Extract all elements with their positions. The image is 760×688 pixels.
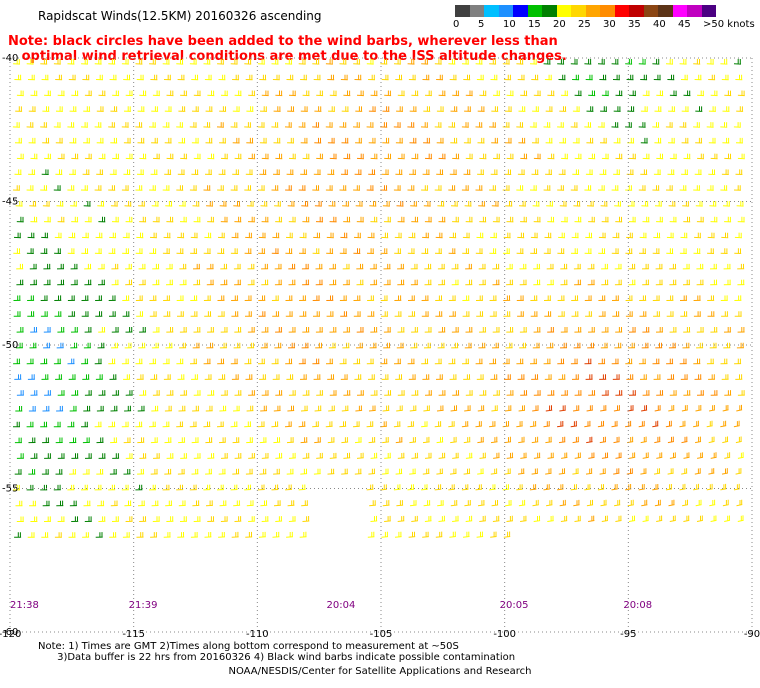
- warning-note: Note: black circles have been added to t…: [8, 34, 567, 64]
- legend-swatch: [629, 5, 644, 17]
- lat-label: -40: [2, 53, 18, 64]
- legend-swatch: [658, 5, 673, 17]
- lon-label: -90: [744, 629, 760, 640]
- footnotes: Note: 1) Times are GMT 2)Times along bot…: [38, 641, 515, 663]
- legend-swatch: [600, 5, 615, 17]
- footnote-line1: Note: 1) Times are GMT 2)Times along bot…: [38, 641, 459, 652]
- legend-tick-label: 5: [478, 19, 485, 30]
- legend-swatch: [585, 5, 600, 17]
- lat-label: -60: [2, 627, 18, 638]
- lon-label: -105: [370, 629, 393, 640]
- legend-swatch: [687, 5, 702, 17]
- legend-color-bar: [455, 5, 716, 17]
- legend-tick-label: 35: [628, 19, 641, 30]
- lat-label: -45: [2, 197, 18, 208]
- legend-swatch: [527, 5, 542, 17]
- footnote-line2: 3)Data buffer is 22 hrs from 20160326 4)…: [57, 652, 516, 663]
- legend-ticks: 0 5 10 15 20 25 30 35 40 45 >50 knots: [453, 17, 755, 31]
- legend-swatch: [556, 5, 571, 17]
- legend-tick-label: 10: [503, 19, 516, 30]
- lon-label: -95: [620, 629, 636, 640]
- lat-label: -55: [2, 484, 18, 495]
- legend-swatch: [484, 5, 499, 17]
- legend-swatch: [672, 5, 687, 17]
- lon-label: -110: [246, 629, 269, 640]
- legend-tick-label: 45: [678, 19, 691, 30]
- warning-note-line1: Note: black circles have been added to t…: [8, 34, 558, 49]
- time-label: 21:38: [10, 600, 39, 611]
- legend-swatch: [513, 5, 528, 17]
- legend-tick-label: 15: [528, 19, 541, 30]
- warning-note-line2: optimal wind retrieval conditions are me…: [21, 49, 567, 64]
- time-label: 20:04: [327, 600, 356, 611]
- legend-swatch: [571, 5, 586, 17]
- legend-swatch: [455, 5, 470, 17]
- legend-tick-label: 40: [653, 19, 666, 30]
- map-title: Rapidscat Winds(12.5KM) 20160326 ascendi…: [38, 9, 322, 23]
- legend-swatch: [614, 5, 629, 17]
- time-label: 21:39: [129, 600, 158, 611]
- wind-barb-map: -40 -45 -50 -55 -60-120 -115 -110 -105 -100 -95 -9…: [0, 53, 760, 640]
- lon-label: -120: [0, 629, 21, 640]
- legend-swatch: [469, 5, 484, 17]
- legend-swatch: [701, 5, 716, 17]
- lat-label: -50: [2, 340, 18, 351]
- lon-label: -115: [122, 629, 145, 640]
- legend-swatch: [498, 5, 513, 17]
- legend-tick-label: 20: [553, 19, 566, 30]
- credit-line: NOAA/NESDIS/Center for Satellite Applica…: [228, 666, 532, 677]
- legend-tick-label: 25: [578, 19, 591, 30]
- time-label: 20:05: [500, 600, 529, 611]
- lon-label: -100: [493, 629, 516, 640]
- wind-barbs: [12, 58, 745, 538]
- time-label: 20:08: [623, 600, 652, 611]
- legend-tick-label: 30: [603, 19, 616, 30]
- wind-speed-legend: 0 5 10 15 20 25 30 35 40 45 >50 knots: [453, 5, 755, 31]
- legend-swatch: [643, 5, 658, 17]
- legend-tick-label: >50 knots: [703, 19, 755, 30]
- legend-tick-label: 0: [453, 19, 460, 30]
- legend-swatch: [542, 5, 557, 17]
